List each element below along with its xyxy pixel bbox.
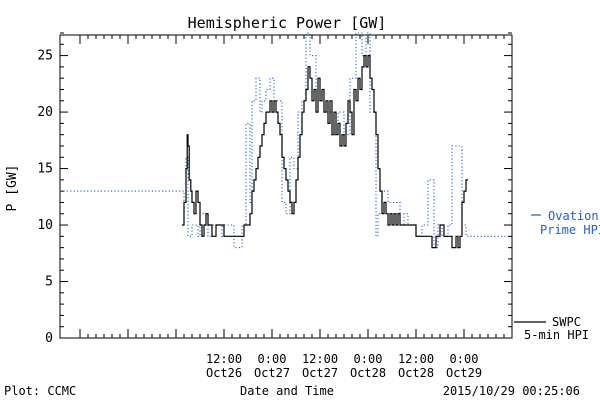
x-axis: 12:00Oct260:00Oct2712:00Oct270:00Oct2812…	[79, 35, 513, 380]
y-tick-label: 15	[37, 162, 53, 177]
x-tick-label-date: Oct27	[302, 366, 338, 380]
x-tick-label-time: 12:00	[398, 352, 434, 366]
legend-ovation-label-2: Prime HPI	[540, 223, 600, 237]
y-tick-label: 20	[37, 105, 53, 120]
x-tick-label-time: 0:00	[258, 352, 287, 366]
series-swpc-line	[182, 55, 468, 249]
series-layer	[60, 32, 508, 249]
x-tick-label-date: Oct29	[446, 366, 482, 380]
legend-ovation-label-1: Ovation	[548, 209, 599, 223]
x-tick-label-date: Oct28	[350, 366, 386, 380]
footer-plot-credit: Plot: CCMC	[4, 384, 76, 398]
x-tick-label-date: Oct27	[254, 366, 290, 380]
series-ovation-line	[60, 32, 508, 249]
x-tick-label-time: 0:00	[450, 352, 479, 366]
x-tick-label-time: 12:00	[302, 352, 338, 366]
plot-frame	[59, 34, 513, 339]
legend-swpc-label-2: 5-min HPI	[524, 328, 589, 342]
legend-swpc: SWPC 5-min HPI	[514, 315, 589, 342]
legend-ovation: Ovation Prime HPI	[531, 209, 600, 237]
y-tick-label: 5	[45, 275, 53, 290]
y-axis-label: P [GW]	[5, 165, 20, 212]
x-tick-label-time: 12:00	[206, 352, 242, 366]
y-tick-label: 10	[37, 218, 53, 233]
y-tick-label: 0	[45, 331, 53, 346]
y-axis: 0 5 10 15 20 25	[37, 32, 512, 346]
chart-title: Hemispheric Power [GW]	[188, 14, 387, 32]
x-tick-label-date: Oct28	[398, 366, 434, 380]
footer-timestamp: 2015/10/29 00:25:06	[443, 384, 580, 398]
legend-swpc-label-1: SWPC	[552, 315, 581, 329]
x-tick-label-time: 0:00	[354, 352, 383, 366]
y-tick-label: 25	[37, 49, 53, 64]
x-tick-label-date: Oct26	[206, 366, 242, 380]
x-axis-label: Date and Time	[240, 384, 334, 398]
